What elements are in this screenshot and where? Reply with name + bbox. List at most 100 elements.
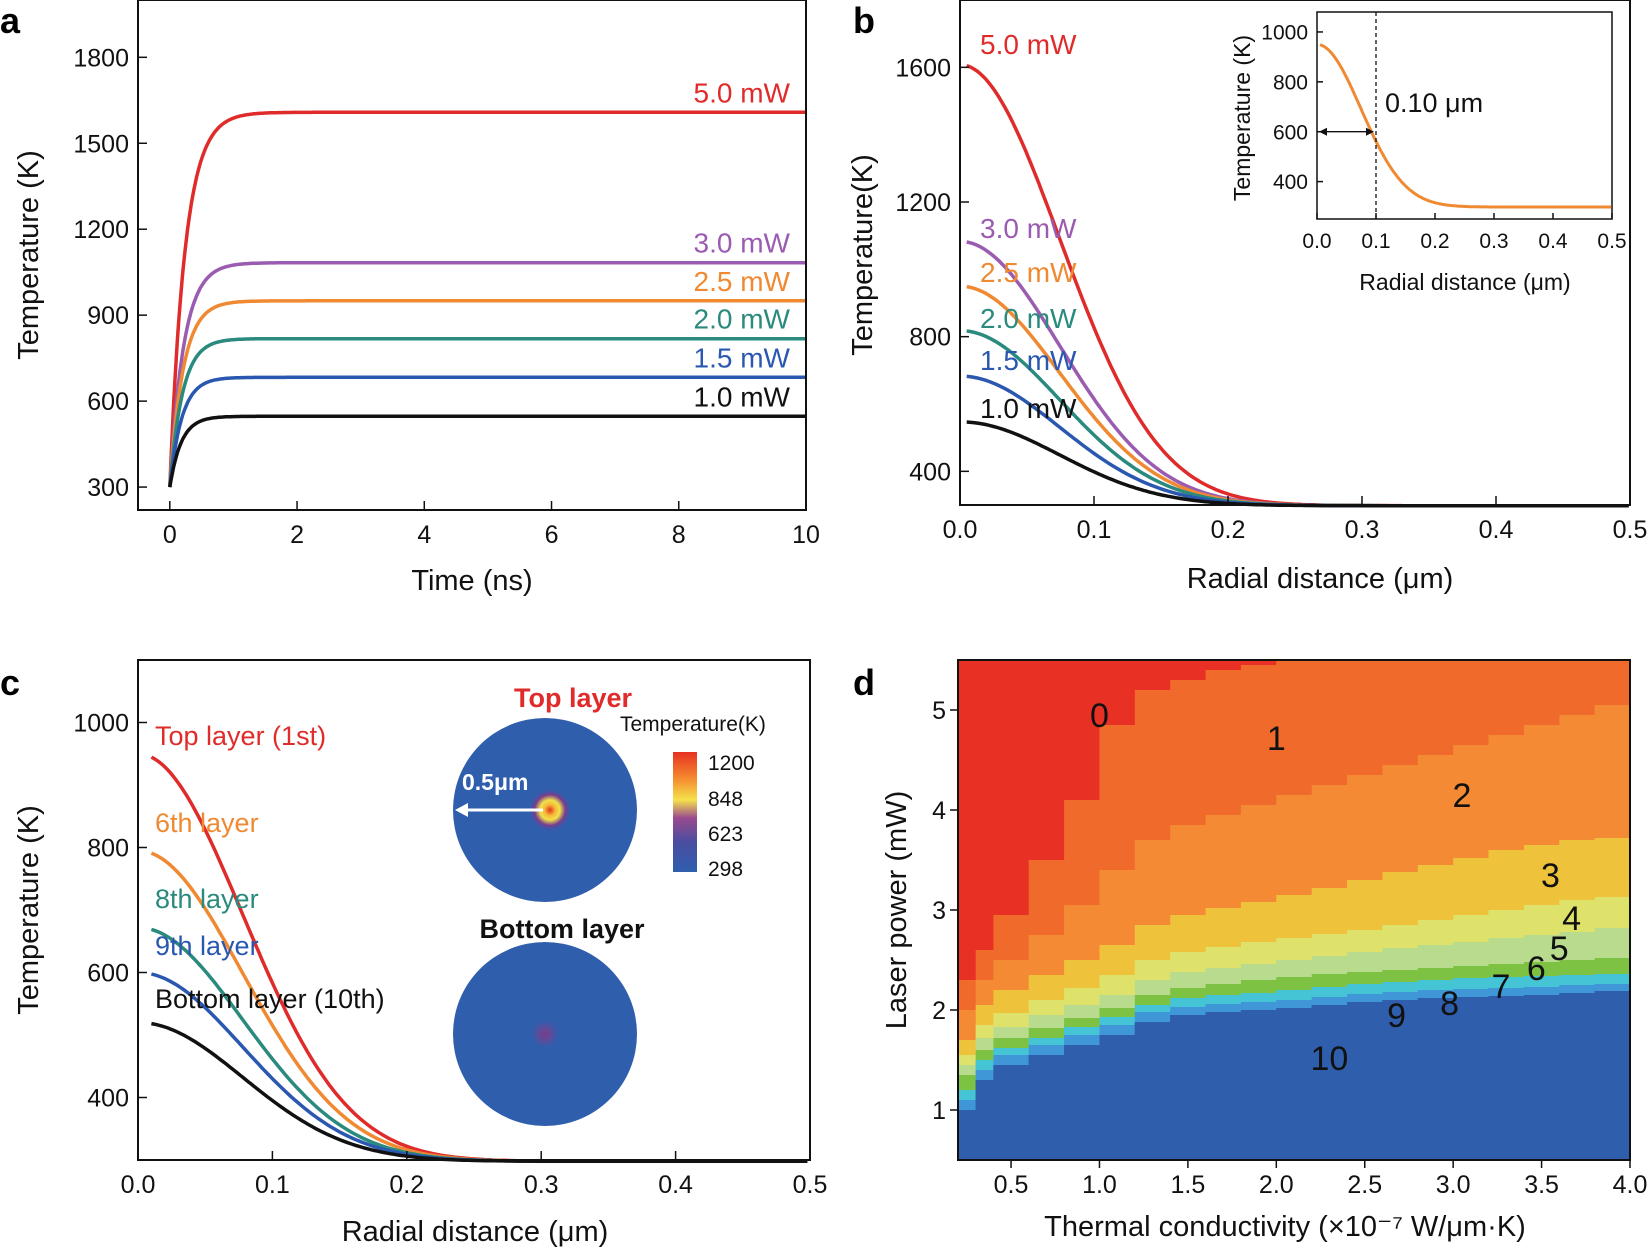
x-tick-label: 0.3 [1479, 230, 1508, 253]
y-tick-label: 1000 [73, 710, 129, 738]
x-tick-label: 0.4 [1479, 516, 1514, 544]
y-tick-label: 400 [909, 458, 951, 486]
x-tick-label: 0.1 [1077, 516, 1112, 544]
series-label: 1.5 mW [980, 345, 1077, 376]
series-label: 2.0 mW [980, 303, 1077, 334]
inset-ylabel: Temperature (K) [1229, 35, 1255, 201]
series-label: 2.5 mW [980, 257, 1077, 288]
map-bottom-hotspot [529, 1018, 561, 1050]
series-label: 5.0 mW [694, 77, 791, 108]
series-line-15mW [168, 375, 806, 488]
inset-annotation: 0.10 μm [1385, 88, 1483, 118]
map-scale-label: 0.5μm [462, 769, 529, 795]
panel-a-frame [137, 0, 807, 511]
x-tick-label: 0.0 [1302, 230, 1331, 253]
x-tick-label: 0.4 [1538, 230, 1568, 253]
y-tick-label: 1200 [895, 189, 951, 217]
series-label: 8th layer [155, 884, 259, 914]
panel-b-radial-profile: 0.0 0.1 0.2 0.3 0.4 0.5 400 800 1200 1600 5.0 mW 3… [847, 0, 1647, 595]
region-label: 6 [1527, 950, 1546, 988]
x-tick-label: 6 [545, 521, 559, 549]
series-line-50mW [168, 110, 806, 488]
series-label: 1.0 mW [980, 393, 1077, 424]
panel-c-xlabel: Radial distance (μm) [342, 1216, 609, 1248]
series-line-30mW [168, 260, 806, 488]
series-label: Bottom layer (10th) [155, 984, 385, 1014]
y-tick-label: 4 [932, 797, 946, 825]
series-label: 1.0 mW [694, 381, 791, 412]
panel-a-time-response: 0 2 4 6 8 10 300 600 900 1200 1500 1800 5.0 mW 3.0 m… [13, 0, 820, 597]
x-tick-label: 0.1 [255, 1171, 290, 1199]
series-line-10mW [168, 414, 806, 488]
x-tick-label: 0.0 [121, 1171, 156, 1199]
x-tick-label: 0.3 [524, 1171, 559, 1199]
series-label: Top layer (1st) [155, 721, 326, 751]
x-tick-label: 3.5 [1524, 1171, 1559, 1199]
x-tick-label: 2 [290, 521, 304, 549]
arrowhead-right-icon [1366, 127, 1374, 136]
x-tick-label: 0 [163, 521, 177, 549]
inset-frame [1316, 11, 1613, 220]
x-tick-label: 10 [792, 521, 820, 549]
colorbar-tick: 1200 [708, 752, 755, 775]
y-tick-label: 5 [932, 697, 946, 725]
panel-b-xlabel: Radial distance (μm) [1187, 563, 1454, 595]
map-top-hotspot [528, 788, 572, 832]
panel-label-d: d [853, 662, 875, 703]
panel-d-ylabel: Laser power (mW) [881, 791, 913, 1030]
y-tick-label: 1600 [895, 54, 951, 82]
map-bottom-title: Bottom layer [479, 914, 645, 944]
panel-label-a: a [0, 0, 21, 41]
panel-a-ylabel: Temperature (K) [13, 150, 45, 360]
inset-series-line [1319, 43, 1612, 209]
colorbar-title: Temperature(K) [620, 713, 766, 736]
x-tick-label: 0.4 [658, 1171, 693, 1199]
x-tick-label: 3.0 [1436, 1171, 1471, 1199]
panel-label-b: b [853, 0, 875, 41]
y-tick-label: 400 [87, 1085, 129, 1113]
panel-d-frame [957, 659, 1631, 1161]
series-label: 3.0 mW [694, 228, 791, 259]
region-label: 0 [1090, 697, 1109, 735]
y-tick-label: 800 [909, 324, 951, 352]
x-tick-label: 1.0 [1082, 1171, 1117, 1199]
region-label: 7 [1491, 968, 1510, 1006]
y-tick-label: 600 [1273, 121, 1308, 144]
panel-d-xlabel: Thermal conductivity (×10⁻⁷ W/μm·K) [1044, 1211, 1526, 1243]
y-tick-label: 800 [87, 835, 129, 863]
x-tick-label: 0.1 [1361, 230, 1390, 253]
x-tick-label: 4.0 [1613, 1171, 1648, 1199]
region-band-10 [958, 990, 1630, 1160]
panel-c-frame [137, 659, 811, 1161]
region-label: 1 [1267, 720, 1286, 758]
series-line-25mW [168, 299, 806, 488]
y-tick-label: 3 [932, 897, 946, 925]
series-line [966, 420, 1629, 508]
y-tick-label: 1800 [73, 44, 129, 72]
y-tick-label: 2 [932, 997, 946, 1025]
region-label: 3 [1541, 857, 1560, 895]
panel-b-ylabel: Temperature(K) [847, 154, 879, 355]
y-tick-label: 1200 [73, 216, 129, 244]
region-label: 5 [1550, 930, 1569, 968]
series-label: 1.5 mW [694, 342, 791, 373]
x-tick-label: 0.2 [1211, 516, 1246, 544]
panel-c-ylabel: Temperature (K) [13, 805, 45, 1015]
x-tick-label: 0.5 [1597, 230, 1626, 253]
region-label: 9 [1387, 997, 1406, 1035]
x-tick-label: 4 [417, 521, 431, 549]
map-top-title: Top layer [514, 683, 633, 713]
scale-arrowhead-icon [455, 803, 468, 817]
y-tick-label: 800 [1273, 71, 1308, 94]
x-tick-label: 8 [672, 521, 686, 549]
y-tick-label: 1500 [73, 130, 129, 158]
x-tick-label: 2.5 [1347, 1171, 1382, 1199]
series-label: 2.5 mW [694, 266, 791, 297]
series-label: 6th layer [155, 808, 259, 838]
panel-b-frame [959, 0, 1631, 506]
colorbar-tick: 623 [708, 823, 743, 846]
y-tick-label: 1000 [1261, 22, 1308, 45]
